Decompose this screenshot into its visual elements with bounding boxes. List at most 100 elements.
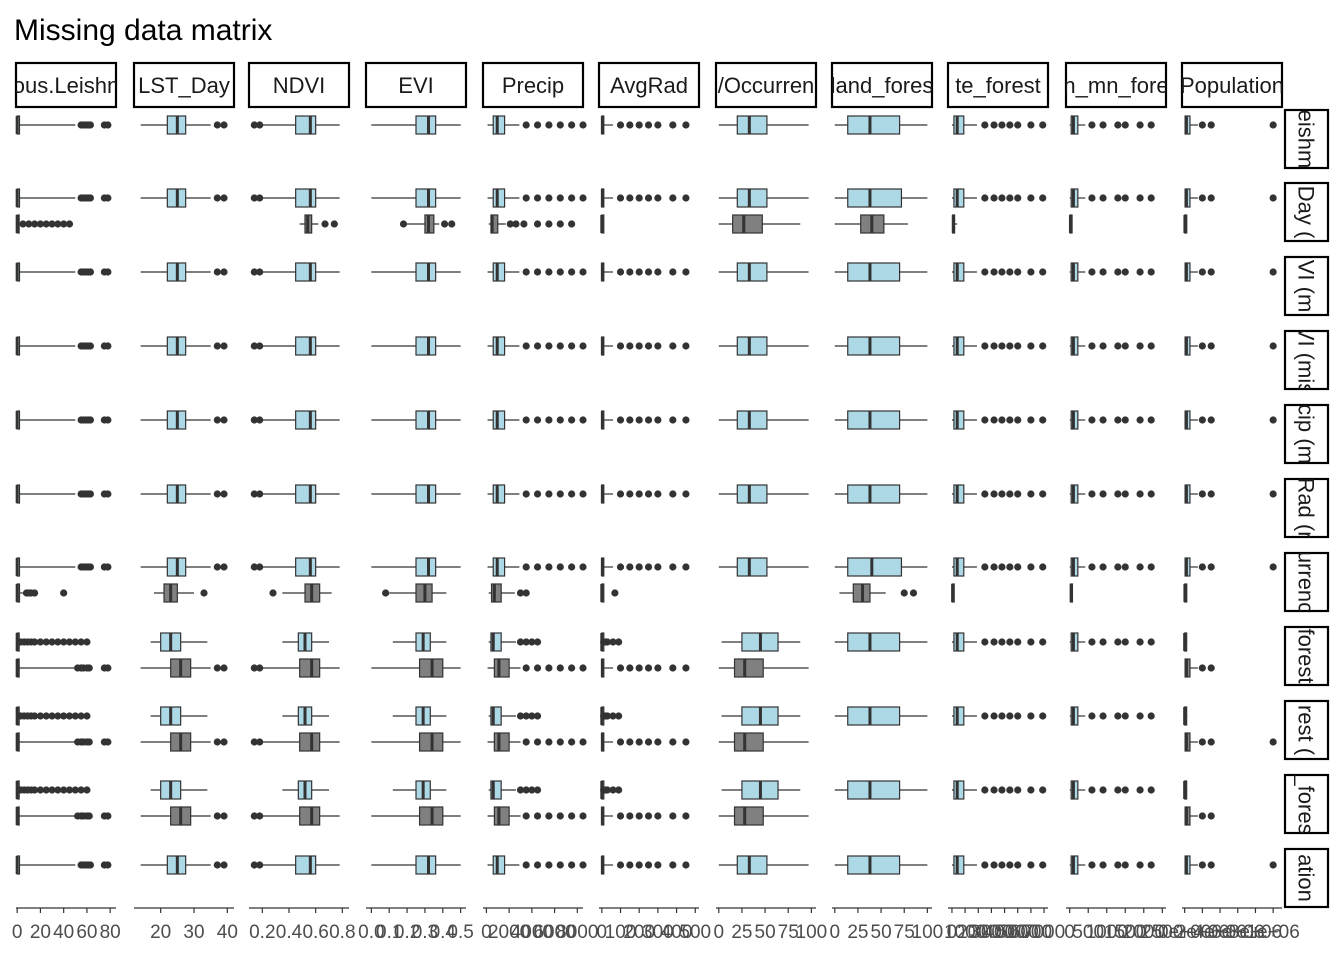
boxplot-leish-missing (15, 806, 112, 826)
boxplot-outlier (60, 220, 68, 228)
boxplot-outlier (669, 490, 677, 498)
boxplot-outlier (981, 712, 989, 720)
boxplot-pop-present (1183, 780, 1188, 800)
boxplot-outlier (1121, 416, 1129, 424)
boxplot-outlier (556, 416, 564, 424)
row-strip-2: VI (m (1283, 255, 1330, 317)
boxplot-box (415, 484, 437, 504)
boxplot-avgrad-missing (600, 214, 605, 234)
boxplot-body (371, 336, 461, 356)
boxplot-mn-present (1069, 706, 1155, 726)
boxplot-avgrad-present (600, 484, 690, 504)
boxplot-leish-present (15, 484, 112, 504)
row-strip-label: VI (mis (1294, 326, 1319, 394)
x-axis-tick-label: 8000 (556, 922, 598, 943)
boxplot-outlier (54, 712, 62, 720)
boxplot-outlier (1198, 812, 1206, 820)
boxplot-outlier (36, 712, 45, 720)
x-axis-tick-label: 0.1 (376, 922, 402, 943)
boxplot-body (371, 188, 461, 208)
boxplot-outlier (256, 416, 264, 424)
boxplot-body (834, 214, 908, 234)
boxplot-box (295, 557, 317, 577)
boxplot-outlier (330, 220, 338, 228)
boxplot-body (1184, 188, 1277, 208)
boxplot-outlier (682, 738, 690, 746)
boxplot-outlier (644, 861, 653, 869)
boxplot-outlier (19, 220, 27, 228)
column-strip-label: EVI (398, 73, 433, 98)
boxplot-outlier (616, 812, 625, 820)
boxplot-outlier (250, 861, 258, 869)
boxplot-outlier (533, 490, 542, 498)
boxplot-leish-present (15, 557, 112, 577)
boxplot-outlier (654, 416, 662, 424)
boxplot-outlier (1207, 268, 1215, 276)
boxplot-outlier (256, 490, 264, 498)
boxplot-outlier (1147, 416, 1155, 424)
boxplot-outlier (1099, 342, 1107, 350)
boxplot-outlier (568, 268, 576, 276)
boxplot-outlier (321, 220, 329, 228)
boxplot-outlier (626, 416, 634, 424)
boxplot-box (490, 780, 502, 800)
boxplot-box (492, 336, 506, 356)
boxplot-body (15, 780, 91, 800)
boxplot-outlier (1014, 861, 1022, 869)
boxplot-outlier (1006, 638, 1014, 646)
x-axis-tick-label: 0.5 (447, 922, 473, 943)
boxplot-body (269, 583, 332, 603)
x-axis-tick-label: 0e+00 (1158, 922, 1211, 943)
boxplot-body (150, 632, 208, 652)
boxplot-outlier (1099, 194, 1107, 202)
boxplot-outlier (1027, 786, 1035, 794)
boxplot-outlier (635, 490, 643, 498)
boxplot-land-present (834, 632, 928, 652)
boxplot-outlier (990, 712, 998, 720)
boxplot-outlier (626, 490, 634, 498)
boxplot-precip-present (488, 706, 542, 726)
boxplot-outlier (635, 861, 643, 869)
boxplot-outlier (399, 220, 408, 228)
column-strip-label: /Occurren (718, 73, 815, 98)
boxplot-outlier (998, 861, 1006, 869)
boxplot-body (488, 632, 542, 652)
column-strip-box (132, 61, 236, 109)
boxplot-outlier (1207, 342, 1215, 350)
boxplot-body (1069, 188, 1155, 208)
boxplot-box (493, 658, 510, 678)
boxplot-outlier (65, 712, 74, 720)
boxplot-outlier (1006, 861, 1014, 869)
boxplot-body (839, 583, 918, 603)
boxplot-body (140, 410, 228, 430)
boxplot-outlier (579, 194, 587, 202)
boxplot-box (736, 188, 768, 208)
boxplot-outlier (556, 220, 564, 228)
boxplot-lst-missing (140, 806, 228, 826)
boxplot-outlier (615, 638, 623, 646)
boxplot-ndvi-present (282, 706, 329, 726)
boxplot-box (493, 732, 510, 752)
boxplot-outlier (568, 812, 576, 820)
boxplot-box (295, 484, 317, 504)
boxplot-outlier (220, 342, 228, 350)
boxplot-outlier (998, 416, 1006, 424)
boxplot-body (1069, 632, 1155, 652)
boxplot-body (282, 632, 329, 652)
row-strip-label-group: VI (m (1294, 260, 1319, 313)
boxplot-outlier (654, 268, 662, 276)
x-axis-tick-label: 2000 (957, 922, 999, 943)
boxplot-body (140, 658, 228, 678)
boxplot-outlier (669, 812, 677, 820)
boxplot-outlier (616, 342, 625, 350)
boxplot-body (15, 658, 112, 678)
boxplot-outlier (981, 121, 989, 129)
boxplot-box (736, 557, 768, 577)
boxplot-body (951, 780, 1047, 800)
boxplot-outlier (990, 342, 998, 350)
boxplot-pop-present (1184, 484, 1277, 504)
boxplot-outlier (256, 194, 264, 202)
boxplot-outlier (568, 738, 576, 746)
boxplot-outlier (83, 638, 91, 646)
column-strip-evi: EVI (364, 61, 468, 109)
